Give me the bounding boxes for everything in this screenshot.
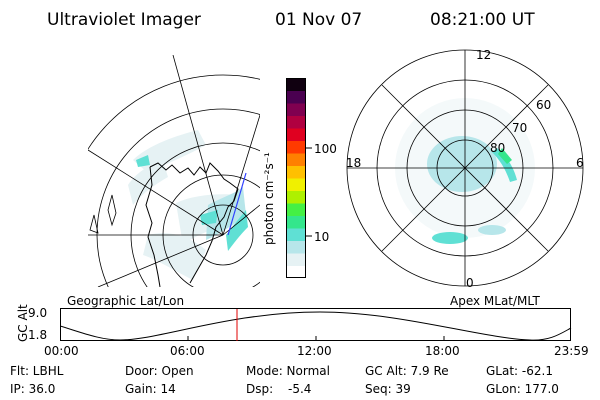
time-tick-0: 00:00 [44, 344, 79, 358]
lat-label-70: 70 [512, 121, 528, 135]
door-info: Door: Open [125, 364, 194, 378]
polar-mlt-plot [346, 49, 584, 287]
meridian-lines [88, 55, 260, 287]
colorbar-band [286, 140, 306, 154]
colorbar-band [286, 103, 306, 116]
filter-info: Flt: LBHL [10, 364, 64, 378]
time-tick-2: 12:00 [297, 344, 332, 358]
colorbar-band [286, 128, 306, 141]
colorbar-band [286, 190, 306, 204]
colorbar-band [286, 165, 306, 179]
polar-plot-label: Apex MLat/MLT [450, 294, 540, 308]
date-label: 01 Nov 07 [275, 10, 363, 30]
colorbar-border [286, 78, 306, 278]
altitude-timeline [60, 308, 572, 341]
gc-alt-info: GC Alt: 7.9 Re [365, 364, 449, 378]
gain-info: Gain: 14 [125, 382, 176, 396]
alt-tick-high: 9.0 [28, 306, 48, 320]
mlt-label-18: 18 [346, 156, 362, 170]
dsp-label: Dsp: [246, 382, 274, 396]
colorbar-tick-10: 10 [314, 230, 330, 244]
colorbar-unit-label: photon cm⁻²s⁻¹ [262, 152, 276, 245]
colorbar-band [286, 228, 306, 241]
time-tick-3: 18:00 [425, 344, 460, 358]
colorbar-band [286, 78, 306, 91]
glat-info: GLat: -62.1 [486, 364, 553, 378]
instrument-title: Ultraviolet Imager [47, 10, 201, 30]
lat-label-80: 80 [490, 141, 506, 155]
dsp-value: -5.4 [288, 382, 312, 396]
time-tick-4: 23:59 [554, 344, 589, 358]
coastline [145, 162, 239, 287]
lat-label-60: 60 [536, 98, 552, 112]
colorbar-band [286, 203, 306, 216]
mlt-label-12: 12 [476, 48, 492, 62]
aurora-emission-geo [128, 130, 248, 280]
time-tick-1: 06:00 [170, 344, 205, 358]
colorbar-tick-100: 100 [314, 142, 337, 156]
glon-info: GLon: 177.0 [486, 382, 559, 396]
colorbar-band [286, 90, 306, 104]
mlt-label-0: 0 [466, 276, 474, 290]
ip-info: IP: 36.0 [10, 382, 56, 396]
colorbar-band [286, 240, 306, 254]
colorbar-band [286, 115, 306, 129]
colorbar-ticks [306, 147, 312, 237]
time-label: 08:21:00 UT [430, 10, 535, 30]
colorbar-band [286, 215, 306, 229]
geographic-map [88, 55, 260, 287]
terminator-line [227, 172, 247, 236]
colorbar [286, 78, 306, 279]
mode-info: Mode: Normal [246, 364, 330, 378]
alt-tick-low: 1.8 [28, 328, 48, 342]
colorbar-band [286, 265, 306, 279]
colorbar-band [286, 253, 306, 266]
colorbar-band [286, 178, 306, 191]
geo-map-label: Geographic Lat/Lon [67, 294, 185, 308]
colorbar-band [286, 153, 306, 166]
mlt-label-6: 6 [576, 156, 584, 170]
altitude-curve [60, 311, 572, 341]
seq-info: Seq: 39 [365, 382, 411, 396]
